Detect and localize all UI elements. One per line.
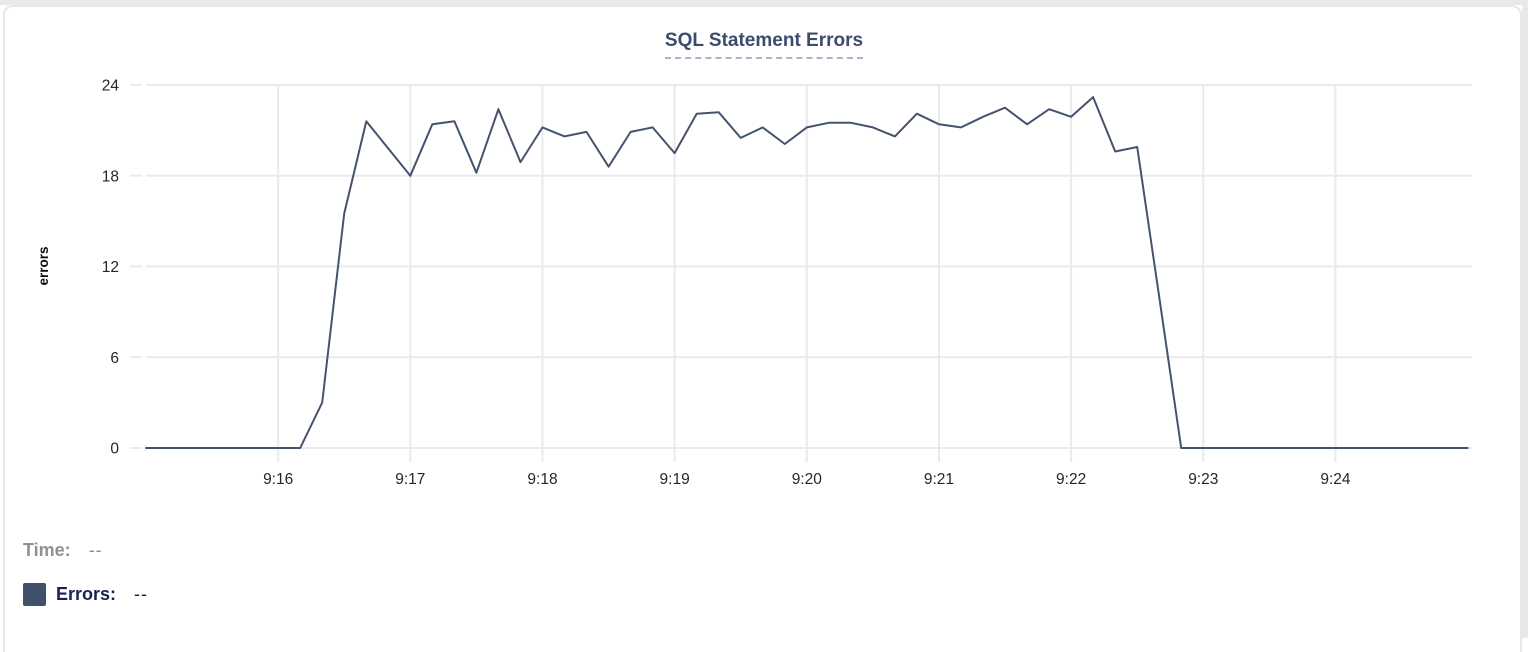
chart-card: [3, 5, 1522, 652]
x-tick-label: 9:16: [263, 471, 293, 488]
x-tick-label: 9:21: [924, 471, 954, 488]
errors-series-line: [145, 96, 1469, 449]
x-tick-label: 9:20: [792, 471, 823, 488]
chart-title-container: SQL Statement Errors: [0, 30, 1528, 59]
tooltip-time-value: --: [88, 540, 103, 560]
x-tick-label: 9:23: [1188, 471, 1218, 488]
tooltip-time-row: Time: --: [23, 540, 103, 561]
line-chart-canvas[interactable]: 0 6 12 18 24 9:16 9:17 9:18 9:19 9:20 9:21 9:22 9:23…: [0, 0, 1528, 510]
x-gridlines-and-labels: 9:16 9:17 9:18 9:19 9:20 9:21 9:22 9:23 9:24: [263, 85, 1351, 488]
tooltip-errors-value: --: [134, 584, 149, 604]
page-background-strip-top: [0, 0, 1528, 5]
tooltip-errors-label: Errors:: [56, 584, 117, 604]
chart-title[interactable]: SQL Statement Errors: [664, 30, 864, 59]
x-tick-label: 9:19: [660, 471, 690, 488]
y-tick-label: 18: [102, 168, 119, 185]
x-tick-label: 9:18: [527, 471, 557, 488]
y-tick-label: 0: [110, 441, 119, 458]
tooltip-time-label: Time:: [23, 540, 71, 560]
y-tick-label: 6: [110, 350, 119, 367]
y-tick-label: 12: [102, 259, 119, 276]
page-background-strip-right: [1522, 0, 1528, 638]
tooltip-errors-row: Errors: --: [23, 583, 148, 606]
x-tick-label: 9:24: [1320, 471, 1351, 488]
y-tick-label: 24: [102, 78, 120, 95]
x-tick-label: 9:22: [1056, 471, 1086, 488]
y-gridlines-and-labels: 0 6 12 18 24: [102, 78, 1472, 458]
y-axis-title: errors: [36, 246, 51, 285]
errors-series-swatch: [23, 583, 46, 606]
x-tick-label: 9:17: [395, 471, 425, 488]
